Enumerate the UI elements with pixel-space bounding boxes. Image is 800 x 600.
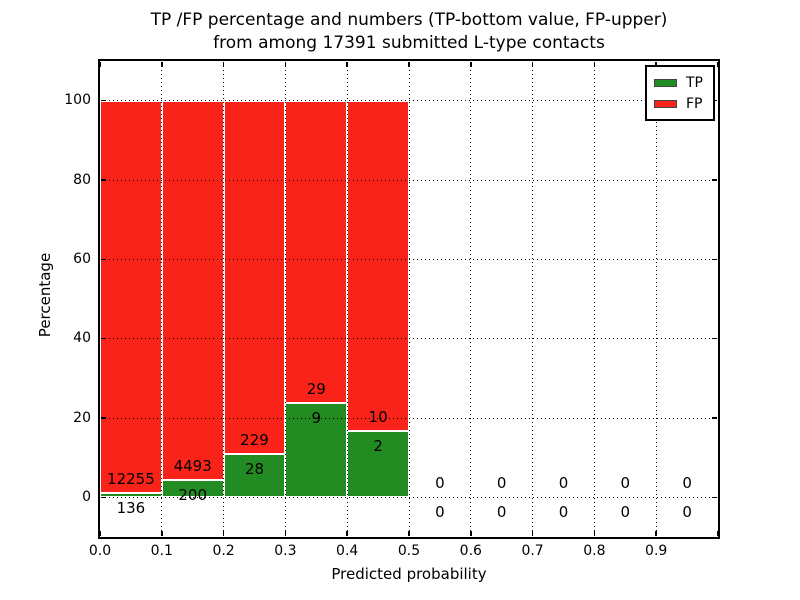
y-tick-mark-right bbox=[712, 179, 717, 181]
legend-label-fp: FP bbox=[686, 95, 703, 112]
x-tick-mark bbox=[161, 531, 163, 536]
legend-item-tp: TP bbox=[654, 72, 713, 93]
x-tick-label: 0.9 bbox=[645, 543, 668, 559]
y-tick-mark bbox=[101, 337, 106, 340]
gridline-vertical bbox=[408, 62, 410, 536]
y-tick-mark-right bbox=[712, 337, 717, 340]
bar-label-fp: 0 bbox=[435, 474, 445, 493]
bar-label-tp: 28 bbox=[244, 460, 265, 479]
bar-label-tp: 0 bbox=[435, 503, 445, 522]
x-tick-mark-top bbox=[222, 62, 225, 67]
x-tick-mark-top bbox=[408, 62, 410, 67]
y-tick-label: 20 bbox=[73, 409, 91, 426]
y-tick-label: 40 bbox=[73, 330, 91, 347]
x-tick-mark bbox=[531, 531, 534, 536]
y-tick-label: 100 bbox=[64, 92, 91, 109]
x-tick-mark bbox=[346, 531, 348, 536]
x-tick-mark-top bbox=[470, 62, 472, 67]
bar-label-fp: 29 bbox=[306, 380, 326, 399]
chart-title-line2: from among 17391 submitted L-type contac… bbox=[213, 33, 605, 53]
x-tick-mark-top bbox=[346, 62, 348, 67]
bar-label-tp: 0 bbox=[496, 503, 507, 522]
bar-label-tp: 0 bbox=[620, 503, 631, 522]
y-tick-mark bbox=[101, 99, 106, 102]
gridline-vertical bbox=[223, 62, 225, 536]
x-tick-label: 0.2 bbox=[212, 543, 235, 559]
legend-item-fp: FP bbox=[654, 93, 713, 114]
x-tick-mark-top bbox=[593, 62, 596, 67]
x-tick-mark bbox=[222, 531, 225, 536]
bar-label-tp: 0 bbox=[682, 503, 692, 522]
x-tick-mark-top bbox=[161, 62, 163, 67]
x-tick-label: 0.6 bbox=[459, 543, 482, 559]
x-tick-mark bbox=[717, 531, 719, 536]
x-tick-mark-top bbox=[531, 62, 534, 67]
bar-label-fp: 229 bbox=[240, 431, 269, 450]
y-tick-mark bbox=[101, 258, 106, 261]
bar-label-fp: 0 bbox=[558, 474, 569, 493]
bar-label-fp: 0 bbox=[682, 474, 692, 493]
gridline-vertical bbox=[284, 62, 286, 536]
x-tick-mark bbox=[284, 531, 287, 536]
x-tick-mark bbox=[99, 531, 101, 536]
y-tick-label: 60 bbox=[73, 250, 91, 267]
bar-label-tp: 200 bbox=[178, 486, 207, 505]
y-tick-mark-right bbox=[712, 417, 717, 419]
bar-segment-fp bbox=[161, 100, 224, 481]
bar-label-fp: 0 bbox=[496, 474, 507, 493]
chart-title: TP /FP percentage and numbers (TP-bottom… bbox=[100, 9, 718, 55]
x-tick-mark bbox=[593, 531, 596, 536]
bar-label-tp: 9 bbox=[311, 409, 322, 428]
x-tick-label: 0.4 bbox=[336, 543, 359, 559]
x-tick-mark bbox=[408, 531, 410, 536]
gridline-vertical bbox=[470, 62, 472, 536]
x-tick-mark bbox=[470, 531, 472, 536]
x-tick-mark-top bbox=[717, 62, 719, 67]
x-tick-mark-top bbox=[99, 62, 101, 67]
bar-segment-tp bbox=[347, 431, 409, 498]
gridline-vertical bbox=[161, 62, 163, 536]
y-tick-label: 0 bbox=[82, 488, 91, 505]
y-tick-mark-right bbox=[712, 496, 717, 499]
x-axis-label: Predicted probability bbox=[331, 565, 487, 583]
legend-label-tp: TP bbox=[686, 74, 703, 91]
bar-label-fp: 0 bbox=[620, 474, 631, 493]
x-tick-label: 0.1 bbox=[150, 543, 173, 559]
legend: TP FP bbox=[645, 65, 715, 121]
x-tick-label: 0.7 bbox=[521, 543, 544, 559]
bar-label-fp: 10 bbox=[368, 408, 388, 427]
y-tick-mark-right bbox=[712, 258, 717, 261]
bar-label-tp: 0 bbox=[558, 503, 569, 522]
x-tick-mark bbox=[655, 531, 657, 536]
legend-swatch-fp-icon bbox=[654, 99, 677, 108]
y-tick-mark bbox=[101, 179, 106, 181]
gridline-vertical bbox=[532, 62, 534, 536]
gridline-vertical bbox=[655, 62, 657, 536]
x-tick-label: 0.5 bbox=[397, 543, 421, 559]
y-tick-label: 80 bbox=[73, 171, 91, 188]
legend-swatch-tp-icon bbox=[654, 78, 677, 87]
y-tick-mark bbox=[101, 417, 106, 419]
x-tick-mark-top bbox=[655, 62, 657, 67]
y-tick-mark bbox=[101, 496, 106, 499]
bar-label-tp: 2 bbox=[373, 437, 383, 456]
x-tick-mark-top bbox=[284, 62, 287, 67]
x-tick-label: 0.3 bbox=[274, 543, 297, 559]
x-tick-label: 0.0 bbox=[88, 543, 112, 559]
gridline-vertical bbox=[346, 62, 348, 536]
chart-title-line1: TP /FP percentage and numbers (TP-bottom… bbox=[150, 10, 668, 30]
gridline-vertical bbox=[593, 62, 595, 536]
x-tick-label: 0.8 bbox=[583, 543, 606, 559]
axes-frame bbox=[98, 59, 720, 539]
bar-label-fp: 12255 bbox=[107, 469, 155, 488]
bar-label-tp: 136 bbox=[116, 498, 146, 517]
bar-label-fp: 4493 bbox=[173, 457, 212, 476]
